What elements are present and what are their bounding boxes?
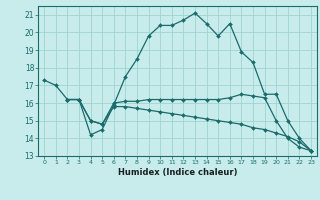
X-axis label: Humidex (Indice chaleur): Humidex (Indice chaleur)	[118, 168, 237, 177]
